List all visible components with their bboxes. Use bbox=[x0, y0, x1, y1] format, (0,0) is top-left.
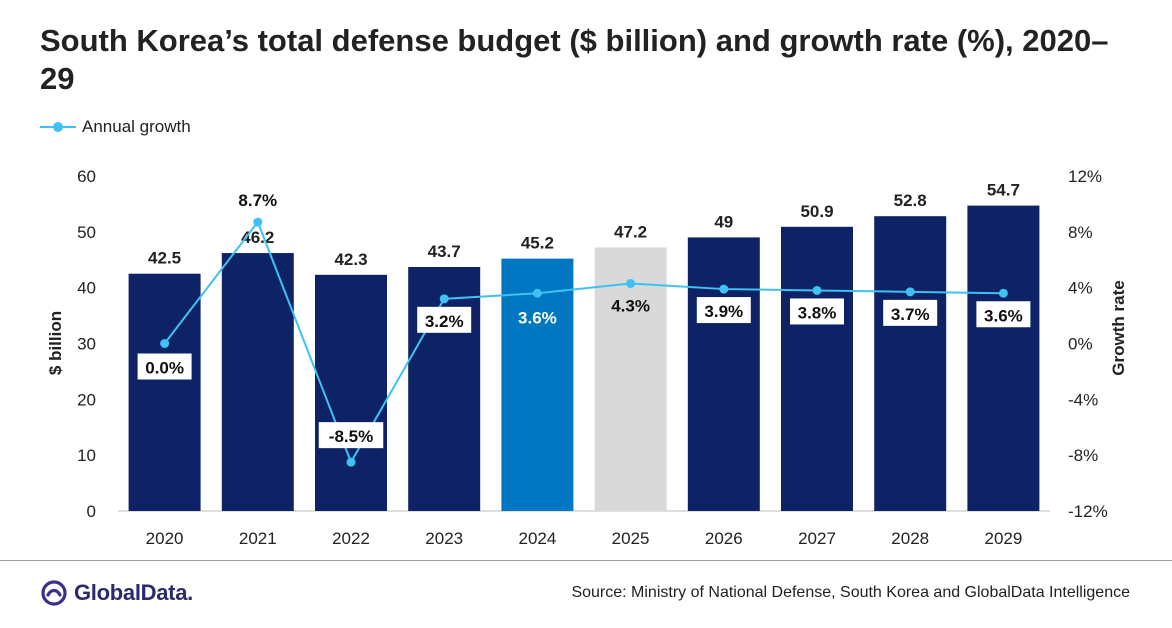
y2-tick-label: 4% bbox=[1068, 279, 1093, 298]
bar bbox=[874, 216, 947, 511]
growth-value-label: 4.3% bbox=[611, 296, 650, 315]
y-tick-label: 20 bbox=[77, 390, 96, 409]
y-tick-label: 40 bbox=[77, 279, 96, 298]
growth-value-label: 3.2% bbox=[425, 312, 464, 331]
bar bbox=[408, 267, 481, 511]
growth-point bbox=[346, 457, 356, 467]
globaldata-logo-icon bbox=[41, 580, 67, 606]
x-tick-label: 2028 bbox=[891, 529, 929, 548]
growth-value-label: 3.6% bbox=[518, 308, 557, 327]
bar-value-label: 42.5 bbox=[148, 249, 181, 268]
growth-value-label: 3.7% bbox=[891, 305, 930, 324]
y2-tick-label: 0% bbox=[1068, 335, 1093, 354]
x-tick-label: 2021 bbox=[239, 529, 277, 548]
legend: Annual growth bbox=[40, 117, 191, 137]
y2-tick-label: -4% bbox=[1068, 390, 1098, 409]
source-note: Source: Ministry of National Defense, So… bbox=[571, 584, 1130, 601]
x-tick-label: 2024 bbox=[518, 529, 556, 548]
chart: 0 10 20 30 40 50 60 -12% -8% -4% 0% 4% 8% 12% $ billio… bbox=[46, 167, 1128, 548]
growth-value-label: 8.7% bbox=[238, 191, 277, 210]
legend-label: Annual growth bbox=[82, 117, 191, 136]
bar-value-label: 43.7 bbox=[428, 242, 461, 261]
bar bbox=[315, 274, 387, 511]
growth-label-box bbox=[417, 306, 472, 333]
growth-line bbox=[163, 220, 1004, 465]
growth-label-box bbox=[790, 298, 844, 325]
y-tick-label: 60 bbox=[77, 167, 96, 186]
y2-tick-label: -8% bbox=[1068, 446, 1098, 465]
growth-point bbox=[439, 294, 449, 304]
bar-value-label: 54.7 bbox=[987, 181, 1020, 200]
footer-divider bbox=[0, 560, 1172, 561]
growth-point bbox=[998, 288, 1008, 298]
bar-value-label: 52.8 bbox=[894, 191, 927, 210]
y-tick-label: 0 bbox=[87, 502, 96, 521]
bar bbox=[594, 247, 667, 511]
x-tick-label: 2023 bbox=[425, 529, 463, 548]
bar-value-label: 49 bbox=[714, 212, 733, 231]
growth-point bbox=[626, 278, 636, 288]
y-tick-label: 10 bbox=[77, 446, 96, 465]
growth-point bbox=[719, 284, 729, 294]
x-tick-label: 2026 bbox=[705, 529, 743, 548]
growth-point bbox=[532, 288, 542, 298]
x-tick-label: 2025 bbox=[612, 529, 650, 548]
growth-value-label: 3.8% bbox=[798, 303, 837, 322]
growth-point bbox=[253, 217, 263, 227]
bar bbox=[221, 253, 294, 512]
growth-label-box bbox=[137, 353, 192, 380]
globaldata-logo: GlobalData. bbox=[40, 579, 193, 607]
chart-title: South Korea’s total defense budget ($ bi… bbox=[40, 23, 1109, 96]
y2-tick-label: 12% bbox=[1068, 167, 1102, 186]
growth-point bbox=[160, 339, 170, 348]
y2-axis-title: Growth rate bbox=[1109, 280, 1128, 375]
growth-label-box bbox=[883, 299, 938, 326]
bar-value-label: 47.2 bbox=[614, 222, 647, 241]
growth-point bbox=[812, 285, 822, 295]
x-tick-label: 2027 bbox=[798, 529, 836, 548]
bar bbox=[781, 226, 853, 511]
x-tick-label: 2029 bbox=[984, 529, 1022, 548]
growth-value-label: -8.5% bbox=[329, 427, 373, 446]
y-tick-label: 50 bbox=[77, 223, 96, 242]
y-axis-title: $ billion bbox=[46, 311, 65, 375]
growth-value-label: 3.9% bbox=[704, 302, 743, 321]
y2-tick-label: 8% bbox=[1068, 223, 1093, 242]
x-tick-label: 2020 bbox=[146, 529, 184, 548]
bar bbox=[501, 258, 574, 511]
legend-line-swatch-icon bbox=[40, 120, 76, 134]
bar bbox=[967, 205, 1040, 511]
growth-point bbox=[905, 287, 915, 297]
logo-text: GlobalData. bbox=[74, 580, 193, 605]
bar-value-label: 50.9 bbox=[800, 202, 833, 221]
growth-value-label: 3.6% bbox=[984, 306, 1023, 325]
y2-tick-label: -12% bbox=[1068, 502, 1108, 521]
growth-label-box bbox=[976, 301, 1031, 328]
x-tick-label: 2022 bbox=[332, 529, 370, 548]
growth-value-label: 0.0% bbox=[145, 359, 184, 378]
y-tick-label: 30 bbox=[77, 335, 96, 354]
bar bbox=[687, 237, 760, 511]
growth-label-box bbox=[696, 297, 751, 324]
bar-value-label: 42.3 bbox=[334, 250, 367, 269]
growth-label-box bbox=[318, 422, 384, 449]
bar-value-label: 45.2 bbox=[521, 234, 554, 253]
